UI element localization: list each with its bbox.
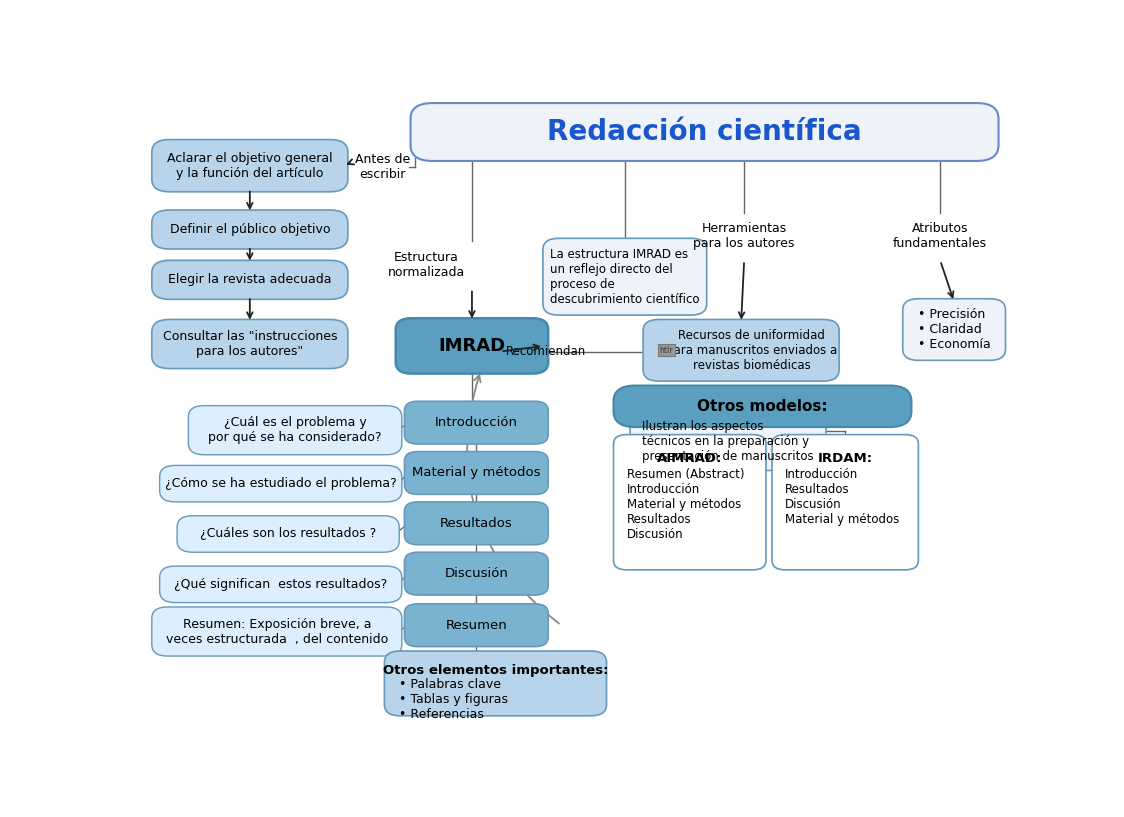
FancyBboxPatch shape (643, 319, 840, 381)
FancyBboxPatch shape (152, 607, 402, 656)
Text: Material y métodos: Material y métodos (413, 467, 541, 480)
FancyBboxPatch shape (160, 566, 402, 603)
Text: Introducción
Resultados
Discusión
Material y métodos: Introducción Resultados Discusión Materi… (785, 468, 899, 526)
Text: ¿Qué significan  estos resultados?: ¿Qué significan estos resultados? (174, 578, 388, 591)
FancyBboxPatch shape (189, 406, 402, 455)
FancyBboxPatch shape (384, 651, 607, 716)
Text: Resumen: Exposición breve, a
veces estructurada  , del contenido: Resumen: Exposición breve, a veces estru… (165, 618, 388, 645)
FancyBboxPatch shape (152, 261, 347, 299)
FancyBboxPatch shape (405, 452, 549, 494)
FancyBboxPatch shape (152, 140, 347, 192)
Text: Resultados: Resultados (439, 517, 513, 529)
FancyBboxPatch shape (405, 604, 549, 646)
Text: Aclarar el objetivo general
y la función del artículo: Aclarar el objetivo general y la función… (167, 152, 333, 180)
FancyBboxPatch shape (396, 319, 549, 373)
FancyArrowPatch shape (466, 375, 559, 623)
Text: ¿Cuáles son los resultados ?: ¿Cuáles son los resultados ? (200, 528, 377, 541)
Text: Resumen: Resumen (445, 618, 507, 632)
Text: ¿Cuál es el problema y
por qué se ha considerado?: ¿Cuál es el problema y por qué se ha con… (208, 416, 382, 444)
FancyBboxPatch shape (152, 319, 347, 368)
FancyBboxPatch shape (614, 386, 912, 427)
Text: Otros elementos importantes:: Otros elementos importantes: (383, 663, 608, 676)
FancyBboxPatch shape (410, 103, 998, 161)
FancyBboxPatch shape (405, 401, 549, 444)
Text: Recursos de uniformidad
para manuscritos enviados a
revistas biomédicas: Recursos de uniformidad para manuscritos… (665, 328, 837, 372)
Text: Introducción: Introducción (435, 416, 518, 429)
Text: Antes de
escribir: Antes de escribir (355, 154, 410, 181)
FancyBboxPatch shape (178, 516, 399, 552)
FancyBboxPatch shape (152, 210, 347, 249)
FancyBboxPatch shape (614, 435, 765, 570)
Text: Estructura
normalizada: Estructura normalizada (388, 251, 465, 279)
FancyBboxPatch shape (631, 413, 826, 471)
Text: IMRAD: IMRAD (438, 337, 506, 355)
FancyBboxPatch shape (903, 299, 1006, 360)
FancyBboxPatch shape (405, 502, 549, 545)
Text: • Palabras clave
• Tablas y figuras
• Referencias: • Palabras clave • Tablas y figuras • Re… (399, 678, 508, 721)
Text: Consultar las "instrucciones
para los autores": Consultar las "instrucciones para los au… (163, 330, 337, 358)
Text: Recomiendan: Recomiendan (506, 345, 586, 358)
Text: Resumen (Abstract)
Introducción
Material y métodos
Resultados
Discusión: Resumen (Abstract) Introducción Material… (626, 468, 744, 541)
Text: IRDAM:: IRDAM: (817, 452, 872, 465)
Text: AIMRAD:: AIMRAD: (658, 452, 723, 465)
FancyBboxPatch shape (160, 466, 402, 502)
Text: • Precisión
• Claridad
• Economía: • Precisión • Claridad • Economía (917, 308, 990, 351)
FancyBboxPatch shape (543, 239, 707, 315)
Text: Herramientas
para los autores: Herramientas para los autores (694, 222, 795, 251)
Text: Definir el público objetivo: Definir el público objetivo (170, 223, 330, 236)
Text: Elegir la revista adecuada: Elegir la revista adecuada (169, 274, 332, 286)
Text: htlr: htlr (660, 346, 673, 355)
FancyBboxPatch shape (405, 552, 549, 595)
Text: Atributos
fundamentales: Atributos fundamentales (894, 222, 987, 251)
Text: La estructura IMRAD es
un reflejo directo del
proceso de
descubrimiento científi: La estructura IMRAD es un reflejo direct… (550, 248, 699, 306)
Text: Otros modelos:: Otros modelos: (697, 399, 827, 413)
Text: Discusión: Discusión (444, 567, 508, 580)
Text: Ilustran los aspectos
técnicos en la preparación y
presentación de manuscritos: Ilustran los aspectos técnicos en la pre… (642, 420, 814, 463)
FancyBboxPatch shape (772, 435, 918, 570)
Text: Redacción científica: Redacción científica (547, 118, 862, 146)
Text: ¿Cómo se ha estudiado el problema?: ¿Cómo se ha estudiado el problema? (165, 477, 397, 490)
